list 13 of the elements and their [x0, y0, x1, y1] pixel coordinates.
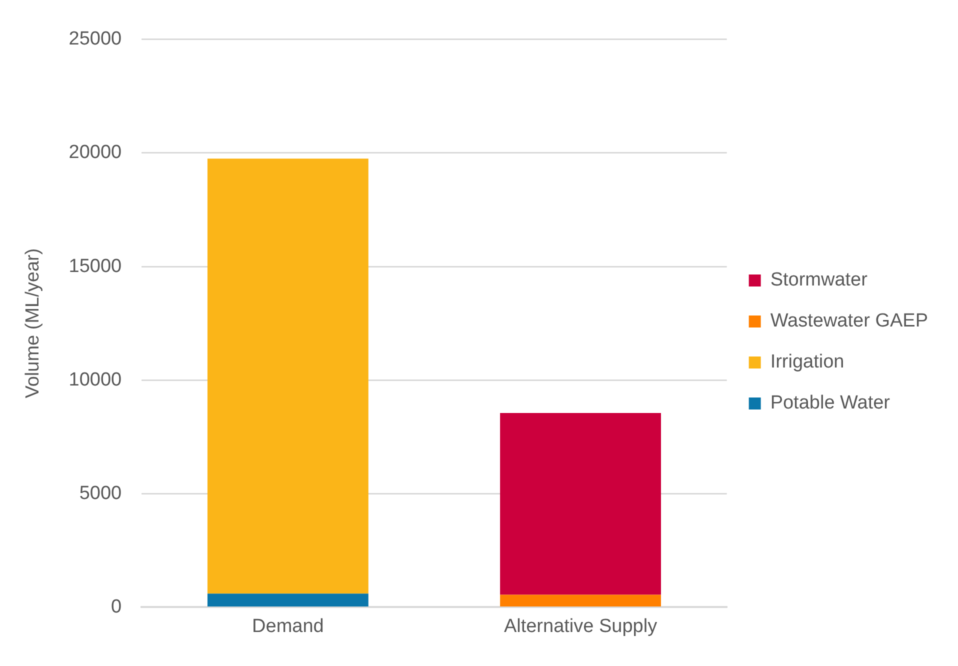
legend-label: Potable Water — [770, 392, 891, 414]
y-axis-title: Volume (ML/year) — [22, 248, 44, 398]
x-tick-label: Alternative Supply — [504, 616, 658, 637]
y-tick-label: 0 — [111, 596, 122, 618]
legend-label: Irrigation — [770, 352, 844, 373]
y-tick-label: 20000 — [68, 142, 122, 164]
x-tick-label: Demand — [252, 616, 324, 637]
y-tick-label: 10000 — [68, 369, 122, 390]
legend-label: Wastewater GAEP — [770, 310, 928, 332]
y-tick-label: 25000 — [68, 28, 122, 50]
y-tick-label: 15000 — [68, 256, 122, 277]
y-tick-label: 5000 — [79, 482, 122, 504]
legend-label: Stormwater — [770, 270, 868, 291]
